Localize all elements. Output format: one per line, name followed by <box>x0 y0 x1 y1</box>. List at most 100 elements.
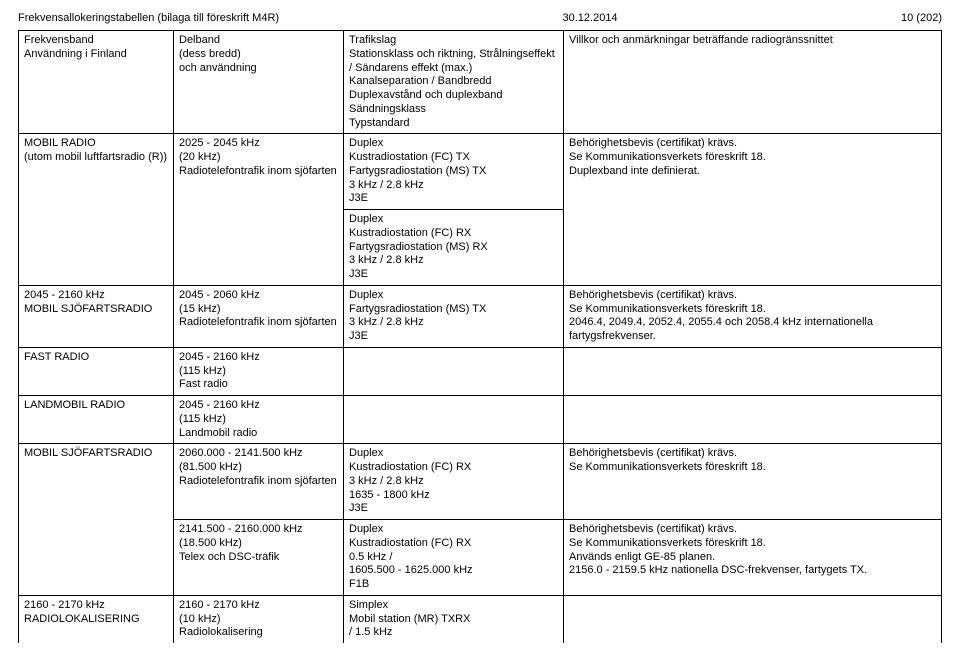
cell-line: J3E <box>349 192 558 206</box>
cell-line: (81.500 kHz) <box>179 461 338 475</box>
cell-line: (18.500 kHz) <box>179 537 338 551</box>
cell-line: Behörighetsbevis (certifikat) krävs. <box>569 137 936 151</box>
cell-c2 <box>174 210 344 286</box>
table-row: 2045 - 2160 kHzMOBIL SJÖFARTSRADIO2045 -… <box>19 285 942 347</box>
cell-c3 <box>344 396 564 444</box>
cell-line: (10 kHz) <box>179 613 338 627</box>
cell-line: Duplexband inte definierat. <box>569 165 936 179</box>
cell-c2: 2045 - 2160 kHz(115 kHz)Fast radio <box>174 347 344 395</box>
cell-c2: 2160 - 2170 kHz(10 kHz)Radiolokalisering <box>174 595 344 643</box>
cell-line: (20 kHz) <box>179 151 338 165</box>
cell-line: Fartygsradiostation (MS) RX <box>349 241 558 255</box>
cell-line: 3 kHz / 2.8 kHz <box>349 475 558 489</box>
cell-line: Trafikslag <box>349 34 558 48</box>
cell-c3 <box>344 347 564 395</box>
cell-c3: DuplexFartygsradiostation (MS) TX3 kHz /… <box>344 285 564 347</box>
cell-line: Se Kommunikationsverkets föreskrift 18. <box>569 303 936 317</box>
cell-line: Radiotelefontrafik inom sjöfarten <box>179 165 338 179</box>
cell-line: 2141.500 - 2160.000 kHz <box>179 523 338 537</box>
cell-c4 <box>564 347 942 395</box>
cell-line: Telex och DSC-trafik <box>179 551 338 565</box>
cell-line: 2045 - 2160 kHz <box>24 289 168 303</box>
cell-line: Se Kommunikationsverkets föreskrift 18. <box>569 537 936 551</box>
cell-line: 2046.4, 2049.4, 2052.4, 2055.4 och 2058.… <box>569 316 936 344</box>
cell-line: Användning i Finland <box>24 48 168 62</box>
col-header-frekvensband: FrekvensbandAnvändning i Finland <box>19 31 174 134</box>
cell-c2: 2045 - 2160 kHz(115 kHz)Landmobil radio <box>174 396 344 444</box>
table-row: MOBIL SJÖFARTSRADIO2060.000 - 2141.500 k… <box>19 444 942 520</box>
cell-line: (115 kHz) <box>179 413 338 427</box>
cell-c3: SimplexMobil station (MR) TXRX / 1.5 kHz <box>344 595 564 643</box>
cell-line: Se Kommunikationsverkets föreskrift 18. <box>569 151 936 165</box>
cell-c4: Behörighetsbevis (certifikat) krävs.Se K… <box>564 520 942 596</box>
cell-line: 2045 - 2160 kHz <box>179 351 338 365</box>
cell-line: 3 kHz / 2.8 kHz <box>349 254 558 268</box>
col-header-villkor: Villkor och anmärkningar beträffande rad… <box>564 31 942 134</box>
cell-c4: Behörighetsbevis (certifikat) krävs.Se K… <box>564 134 942 210</box>
cell-c2: 2025 - 2045 kHz(20 kHz)Radiotelefontrafi… <box>174 134 344 210</box>
cell-line: / 1.5 kHz <box>349 626 558 640</box>
cell-line: Landmobil radio <box>179 427 338 441</box>
cell-line: Duplex <box>349 523 558 537</box>
cell-line: Fartygsradiostation (MS) TX <box>349 165 558 179</box>
cell-line: Behörighetsbevis (certifikat) krävs. <box>569 523 936 537</box>
cell-line: 2025 - 2045 kHz <box>179 137 338 151</box>
table-row: DuplexKustradiostation (FC) RXFartygsrad… <box>19 210 942 286</box>
table-row: MOBIL RADIO(utom mobil luftfartsradio (R… <box>19 134 942 210</box>
table-row: FAST RADIO2045 - 2160 kHz(115 kHz)Fast r… <box>19 347 942 395</box>
cell-c4: Behörighetsbevis (certifikat) krävs.Se K… <box>564 444 942 520</box>
col-header-trafikslag: TrafikslagStationsklass och riktning, St… <box>344 31 564 134</box>
cell-line: 2160 - 2170 kHz <box>24 599 168 613</box>
table-row: 2141.500 - 2160.000 kHz(18.500 kHz)Telex… <box>19 520 942 596</box>
cell-line: (dess bredd) <box>179 48 338 62</box>
cell-c1 <box>19 520 174 596</box>
cell-line: 1605.500 - 1625.000 kHz <box>349 564 558 578</box>
cell-line: 2156.0 - 2159.5 kHz nationella DSC-frekv… <box>569 564 936 578</box>
cell-c4 <box>564 396 942 444</box>
cell-c2: 2141.500 - 2160.000 kHz(18.500 kHz)Telex… <box>174 520 344 596</box>
cell-line: J3E <box>349 502 558 516</box>
cell-line: F1B <box>349 578 558 592</box>
cell-line: Fast radio <box>179 378 338 392</box>
cell-line: Stationsklass och riktning, Strålningsef… <box>349 48 558 76</box>
cell-c4: Behörighetsbevis (certifikat) krävs.Se K… <box>564 285 942 347</box>
cell-line: Kustradiostation (FC) RX <box>349 461 558 475</box>
cell-line: Villkor och anmärkningar beträffande rad… <box>569 34 936 48</box>
cell-line: Frekvensband <box>24 34 168 48</box>
cell-line: Behörighetsbevis (certifikat) krävs. <box>569 289 936 303</box>
cell-line: Mobil station (MR) TXRX <box>349 613 558 627</box>
cell-line: J3E <box>349 268 558 282</box>
cell-line: 0.5 kHz / <box>349 551 558 565</box>
cell-line: MOBIL SJÖFARTSRADIO <box>24 303 168 317</box>
col-header-delband: Delband(dess bredd)och användning <box>174 31 344 134</box>
cell-c1: MOBIL RADIO(utom mobil luftfartsradio (R… <box>19 134 174 210</box>
cell-c1: 2160 - 2170 kHzRADIOLOKALISERING <box>19 595 174 643</box>
cell-line: Behörighetsbevis (certifikat) krävs. <box>569 447 936 461</box>
cell-c1 <box>19 210 174 286</box>
cell-line: Används enligt GE-85 planen. <box>569 551 936 565</box>
cell-c3: DuplexKustradiostation (FC) TXFartygsrad… <box>344 134 564 210</box>
cell-line: 2045 - 2060 kHz <box>179 289 338 303</box>
cell-line: och användning <box>179 62 338 76</box>
cell-line: RADIOLOKALISERING <box>24 613 168 627</box>
cell-line: Radiotelefontrafik inom sjöfarten <box>179 475 338 489</box>
cell-line: Radiolokalisering <box>179 626 338 640</box>
cell-c1: FAST RADIO <box>19 347 174 395</box>
cell-line: 2160 - 2170 kHz <box>179 599 338 613</box>
cell-c2: 2045 - 2060 kHz(15 kHz)Radiotelefontrafi… <box>174 285 344 347</box>
table-row: 2160 - 2170 kHzRADIOLOKALISERING2160 - 2… <box>19 595 942 643</box>
cell-c1: MOBIL SJÖFARTSRADIO <box>19 444 174 520</box>
cell-c1: 2045 - 2160 kHzMOBIL SJÖFARTSRADIO <box>19 285 174 347</box>
cell-line: Duplex <box>349 213 558 227</box>
cell-line: 2045 - 2160 kHz <box>179 399 338 413</box>
cell-line: J3E <box>349 330 558 344</box>
table-row: LANDMOBIL RADIO2045 - 2160 kHz(115 kHz)L… <box>19 396 942 444</box>
cell-line: Fartygsradiostation (MS) TX <box>349 303 558 317</box>
cell-c3: DuplexKustradiostation (FC) RX0.5 kHz /1… <box>344 520 564 596</box>
cell-line: Simplex <box>349 599 558 613</box>
header-page-number: 10 (202) <box>901 12 942 24</box>
cell-c3: DuplexKustradiostation (FC) RXFartygsrad… <box>344 210 564 286</box>
cell-c4 <box>564 595 942 643</box>
cell-line: Kanalseparation / Bandbredd <box>349 75 558 89</box>
cell-c3: DuplexKustradiostation (FC) RX3 kHz / 2.… <box>344 444 564 520</box>
